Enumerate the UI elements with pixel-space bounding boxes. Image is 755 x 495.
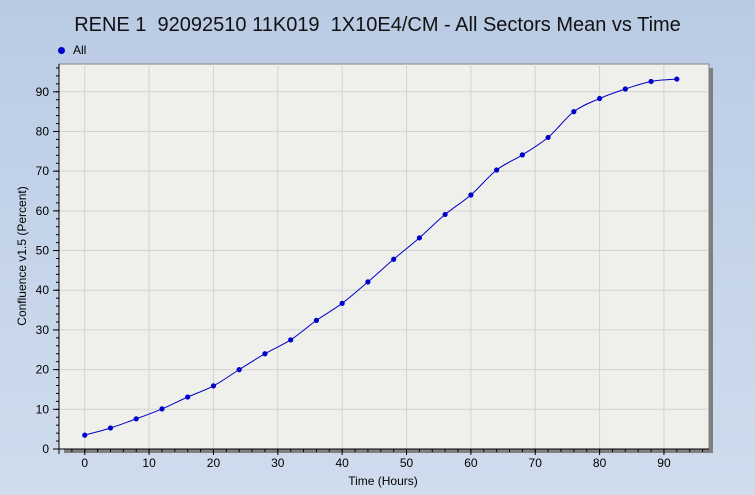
plot-area: [58, 63, 710, 450]
x-tick-label: 10: [142, 456, 156, 470]
grid: [59, 64, 709, 450]
chart-title: RENE 1 92092510 11K019 1X10E4/CM - All S…: [74, 14, 681, 36]
data-point: [210, 383, 217, 389]
series-group: [82, 76, 680, 438]
y-tick-label: 60: [36, 204, 50, 218]
y-tick-label: 30: [36, 323, 50, 337]
data-point: [313, 317, 320, 324]
y-tick-label: 0: [42, 442, 49, 456]
legend: All: [58, 43, 86, 57]
x-tick-label: 50: [400, 456, 414, 470]
data-point: [442, 211, 448, 218]
y-axis-label: Confluence v1.5 (Percent): [15, 186, 29, 325]
x-axis-label: Time (Hours): [348, 474, 418, 488]
axes: [53, 64, 709, 455]
x-tick-label: 0: [81, 456, 88, 470]
data-point: [468, 192, 474, 198]
data-point: [545, 134, 551, 141]
x-tick-label: 90: [657, 456, 671, 470]
data-point: [391, 256, 397, 262]
y-tick-label: 80: [36, 124, 50, 138]
x-tick-label: 70: [529, 456, 543, 470]
x-tick-labels: 0 10 20 30 40 50 60 70 80 90: [81, 456, 671, 470]
data-point: [159, 406, 165, 412]
x-tick-label: 60: [464, 456, 478, 470]
data-point: [339, 300, 345, 306]
y-tick-label: 10: [36, 402, 50, 416]
x-tick-label: 80: [593, 456, 607, 470]
y-tick-label: 40: [36, 283, 50, 297]
data-point: [674, 76, 680, 82]
data-point: [365, 279, 371, 285]
data-point: [236, 367, 242, 373]
data-point: [519, 152, 525, 158]
y-tick-label: 50: [36, 244, 50, 258]
y-tick-label: 90: [36, 85, 50, 99]
data-point: [185, 394, 191, 400]
x-tick-label: 20: [207, 456, 221, 470]
data-point: [288, 337, 294, 343]
data-point: [494, 167, 500, 173]
data-point: [596, 95, 603, 102]
data-point: [133, 416, 139, 422]
data-point: [571, 109, 577, 115]
data-point: [416, 235, 422, 241]
data-point: [262, 351, 268, 357]
y-tick-label: 20: [36, 363, 50, 377]
y-tick-labels: 0 10 20 30 40 50 60 70 80 90: [36, 85, 50, 456]
data-point: [82, 432, 88, 438]
data-point: [107, 425, 114, 431]
data-point: [648, 78, 654, 85]
x-tick-label: 40: [335, 456, 349, 470]
legend-label: All: [73, 43, 87, 57]
y-tick-label: 70: [36, 164, 50, 178]
legend-marker-icon: [58, 46, 65, 54]
x-tick-label: 30: [271, 456, 285, 470]
data-point: [622, 86, 628, 92]
